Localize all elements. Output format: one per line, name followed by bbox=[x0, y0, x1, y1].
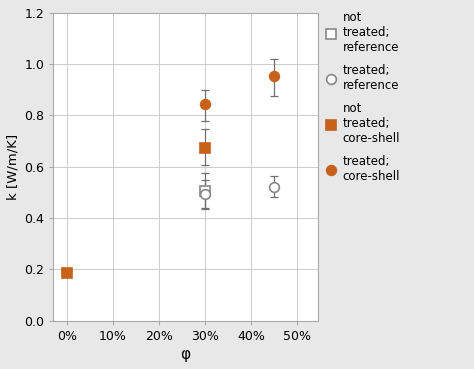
X-axis label: φ: φ bbox=[180, 347, 191, 362]
Y-axis label: k [W/m/K]: k [W/m/K] bbox=[7, 134, 20, 200]
Legend: not
treated;
reference, treated;
reference, not
treated;
core-shell, treated;
co: not treated; reference, treated; referen… bbox=[320, 7, 405, 188]
